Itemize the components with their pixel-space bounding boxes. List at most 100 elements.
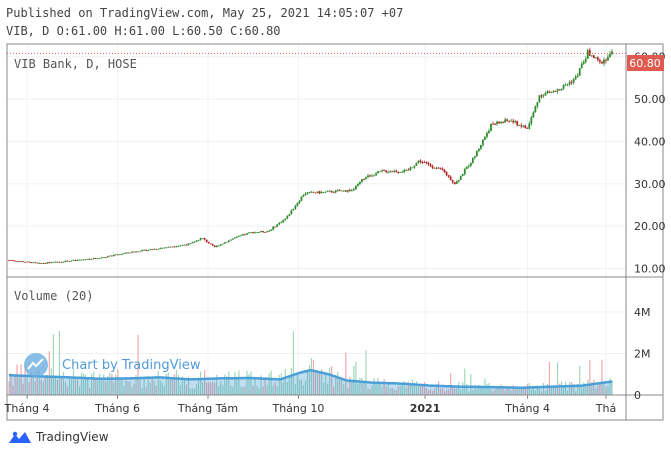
volume-bar — [244, 386, 246, 395]
volume-bar — [351, 379, 353, 395]
candle-body — [348, 190, 351, 192]
volume-bar — [256, 385, 258, 395]
candle-body — [490, 123, 492, 131]
candle-body — [155, 248, 158, 250]
volume-bar — [107, 376, 109, 395]
candle-body — [175, 246, 178, 248]
volume-bar — [216, 374, 218, 395]
candle-body — [139, 251, 141, 253]
volume-bar — [276, 386, 278, 395]
volume-bar — [131, 387, 133, 395]
candle-body — [246, 233, 248, 235]
volume-bar — [425, 388, 428, 395]
volume-bar — [147, 375, 149, 395]
volume-bar — [26, 373, 28, 395]
candle-body — [84, 259, 87, 261]
volume-bar — [518, 388, 520, 395]
volume-bar — [115, 374, 117, 395]
candle-body — [284, 218, 287, 220]
candle-body — [207, 242, 210, 244]
volume-bar — [607, 385, 609, 395]
volume-bar — [85, 374, 87, 395]
volume-bar — [50, 368, 52, 395]
volume-bar — [405, 387, 407, 395]
volume-bar — [399, 386, 401, 395]
volume-bar — [486, 384, 488, 395]
candle-body — [520, 125, 523, 127]
volume-bar — [40, 379, 42, 395]
volume-bar — [191, 388, 194, 395]
volume-bar — [105, 381, 107, 395]
volume-bar — [163, 385, 165, 395]
grid-lines — [7, 44, 626, 396]
candle-body — [318, 191, 321, 194]
volume-bar — [423, 381, 426, 395]
published-line: Published on TradingView.com, May 25, 20… — [6, 6, 404, 20]
candle-body — [534, 106, 537, 113]
chart-frame — [6, 43, 664, 421]
volume-bar — [522, 387, 524, 395]
volume-bar — [524, 387, 526, 395]
candle-body — [98, 258, 101, 259]
candle-body — [469, 162, 472, 166]
volume-bar — [76, 376, 79, 395]
candle-body — [419, 160, 422, 163]
candle-body — [399, 172, 402, 173]
candle-body — [473, 156, 476, 158]
volume-bar — [296, 373, 298, 395]
candle-body — [231, 238, 234, 240]
candle-body — [463, 168, 466, 175]
volume-bar — [363, 381, 365, 395]
tradingview-logo-icon — [9, 431, 31, 443]
volume-bar — [54, 376, 56, 395]
candle-body — [88, 258, 91, 260]
volume-bar — [395, 390, 397, 395]
candle-body — [227, 240, 230, 242]
volume-bar — [123, 385, 125, 395]
candle-body — [219, 244, 222, 246]
volume-bar — [270, 370, 272, 395]
candle-body — [506, 119, 509, 121]
candle-body — [104, 257, 107, 259]
candle-body — [123, 253, 125, 255]
volume-bar — [552, 386, 555, 395]
volume-bar — [413, 382, 415, 395]
volume-bar — [593, 379, 595, 395]
volume-bar — [318, 371, 321, 395]
candle-body — [578, 68, 581, 76]
candle-body — [564, 85, 567, 86]
volume-bar — [157, 370, 159, 395]
candle-body — [34, 262, 37, 264]
candle-body — [112, 254, 115, 257]
candle-body — [367, 175, 369, 178]
candle-body — [252, 232, 254, 234]
candle-body — [560, 88, 563, 91]
volume-bar — [514, 388, 516, 395]
volume-bar — [470, 374, 472, 395]
candle-body — [572, 79, 575, 83]
volume-bar — [197, 377, 200, 395]
time-axis: Tháng 4 Tháng 6 Tháng Tám Tháng 10 2021 Tháng… — [4, 395, 616, 415]
candle-body — [427, 162, 430, 165]
volume-bar — [488, 382, 490, 395]
candle-body — [64, 260, 67, 262]
volume-bar — [294, 384, 296, 395]
candle-body — [288, 214, 291, 216]
volume-bar — [18, 377, 20, 395]
candle-body — [316, 191, 319, 193]
volume-bar — [248, 374, 250, 395]
candle-body — [76, 259, 79, 261]
volume-bar — [10, 373, 12, 395]
volume-bar — [498, 387, 500, 395]
candle-body — [165, 247, 168, 249]
candle-body — [304, 193, 307, 196]
candle-body — [312, 191, 315, 193]
candle-body — [477, 148, 480, 151]
candle-body — [324, 191, 327, 193]
volume-bar — [58, 330, 61, 395]
volume-bar — [290, 367, 292, 395]
volume-bar — [439, 388, 442, 395]
volume-bar — [492, 391, 494, 395]
volume-bar — [125, 379, 127, 395]
candle-body — [544, 93, 547, 96]
